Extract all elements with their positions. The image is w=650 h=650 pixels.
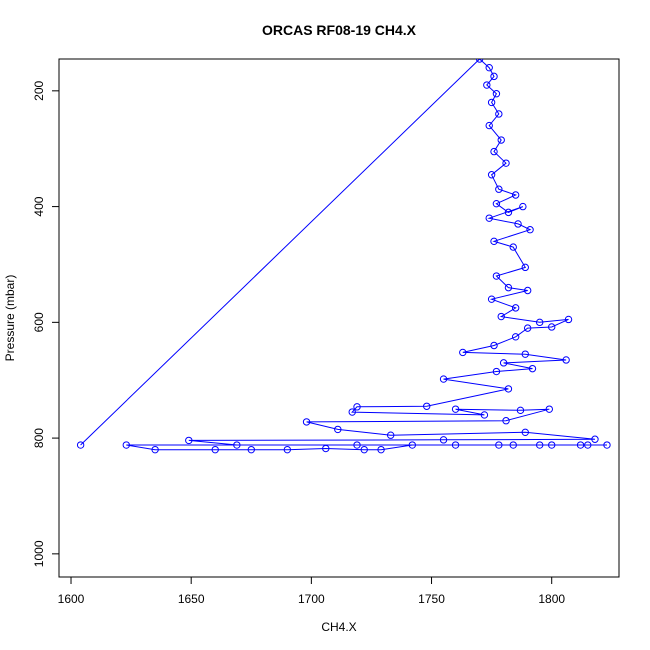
data-point xyxy=(523,286,532,295)
y-axis-title: Pressure (mbar) xyxy=(3,275,17,362)
data-point xyxy=(562,356,570,364)
data-point xyxy=(485,63,493,72)
data-point xyxy=(499,359,508,367)
data-point xyxy=(492,199,501,208)
data-point xyxy=(485,214,493,222)
data-point xyxy=(548,441,556,449)
data-point xyxy=(495,185,503,193)
data-point xyxy=(504,208,513,217)
data-point xyxy=(76,441,85,449)
data-point xyxy=(480,411,489,419)
data-point xyxy=(348,408,356,416)
data-point xyxy=(386,431,395,439)
data-point xyxy=(334,425,342,434)
series-line xyxy=(80,59,607,451)
data-point xyxy=(485,121,493,130)
data-point xyxy=(523,324,532,332)
data-point xyxy=(497,312,505,321)
data-point xyxy=(495,441,503,449)
x-axis-title: CH4.X xyxy=(321,620,356,634)
x-tick-label: 1600 xyxy=(58,592,85,606)
y-tick-label: 600 xyxy=(32,312,46,332)
plot-region xyxy=(76,59,611,454)
data-point xyxy=(492,272,501,280)
data-point xyxy=(377,445,385,454)
data-point xyxy=(504,283,513,292)
data-point xyxy=(492,90,501,98)
data-point xyxy=(576,441,585,449)
data-point xyxy=(439,375,448,383)
data-point xyxy=(511,304,520,312)
data-point xyxy=(584,441,592,449)
data-point xyxy=(516,406,525,415)
y-axis: 200 400 600 800 1000 xyxy=(32,81,59,567)
y-tick-label: 200 xyxy=(32,81,46,101)
chart-title: ORCAS RF08-19 CH4.X xyxy=(262,22,417,38)
data-point xyxy=(535,441,544,449)
x-tick-label: 1650 xyxy=(178,592,205,606)
data-point xyxy=(545,405,554,413)
data-point xyxy=(233,441,241,449)
data-point xyxy=(451,441,460,449)
data-point xyxy=(353,441,361,449)
data-point xyxy=(519,202,527,211)
data-point xyxy=(487,171,496,179)
data-point xyxy=(502,159,510,167)
data-point xyxy=(521,428,529,437)
data-point xyxy=(511,333,520,341)
data-point xyxy=(483,81,491,89)
data-point xyxy=(514,220,522,228)
data-point xyxy=(495,110,503,118)
data-point xyxy=(591,435,599,443)
y-tick-label: 400 xyxy=(32,196,46,216)
data-point xyxy=(548,323,556,331)
data-point xyxy=(439,436,448,444)
data-point xyxy=(122,441,130,449)
x-tick-label: 1800 xyxy=(538,592,565,606)
data-point xyxy=(247,445,255,454)
data-point xyxy=(360,445,368,454)
y-tick-label: 800 xyxy=(32,428,46,448)
data-point xyxy=(521,263,529,272)
data-point xyxy=(511,191,520,199)
data-point xyxy=(535,318,544,327)
data-point xyxy=(353,403,361,411)
data-point xyxy=(564,315,573,324)
data-point xyxy=(509,243,517,251)
data-point xyxy=(504,385,513,393)
plot-area-frame xyxy=(58,58,620,578)
data-point xyxy=(322,444,330,453)
data-point xyxy=(490,341,498,350)
data-point xyxy=(302,418,311,426)
x-tick-label: 1750 xyxy=(418,592,445,606)
data-point xyxy=(490,147,498,156)
data-point xyxy=(185,436,193,445)
data-point xyxy=(521,350,529,358)
data-point xyxy=(528,364,537,373)
data-point xyxy=(423,402,431,410)
x-axis: 1600 1650 1700 1750 1800 xyxy=(58,577,565,606)
data-point xyxy=(487,295,496,303)
data-point xyxy=(502,417,510,425)
data-point xyxy=(490,237,498,246)
data-point xyxy=(151,445,159,454)
x-tick-label: 1700 xyxy=(298,592,325,606)
data-point xyxy=(451,405,460,413)
data-point xyxy=(408,441,417,449)
data-point xyxy=(283,445,292,454)
y-tick-label: 1000 xyxy=(32,540,46,567)
data-point xyxy=(526,226,534,234)
data-point xyxy=(211,445,219,454)
data-point xyxy=(475,59,484,63)
data-point xyxy=(497,136,505,144)
data-point xyxy=(492,367,501,376)
data-point xyxy=(509,441,517,449)
data-point xyxy=(603,441,611,449)
data-point xyxy=(487,98,496,107)
data-point xyxy=(490,72,498,81)
data-point xyxy=(459,348,467,357)
